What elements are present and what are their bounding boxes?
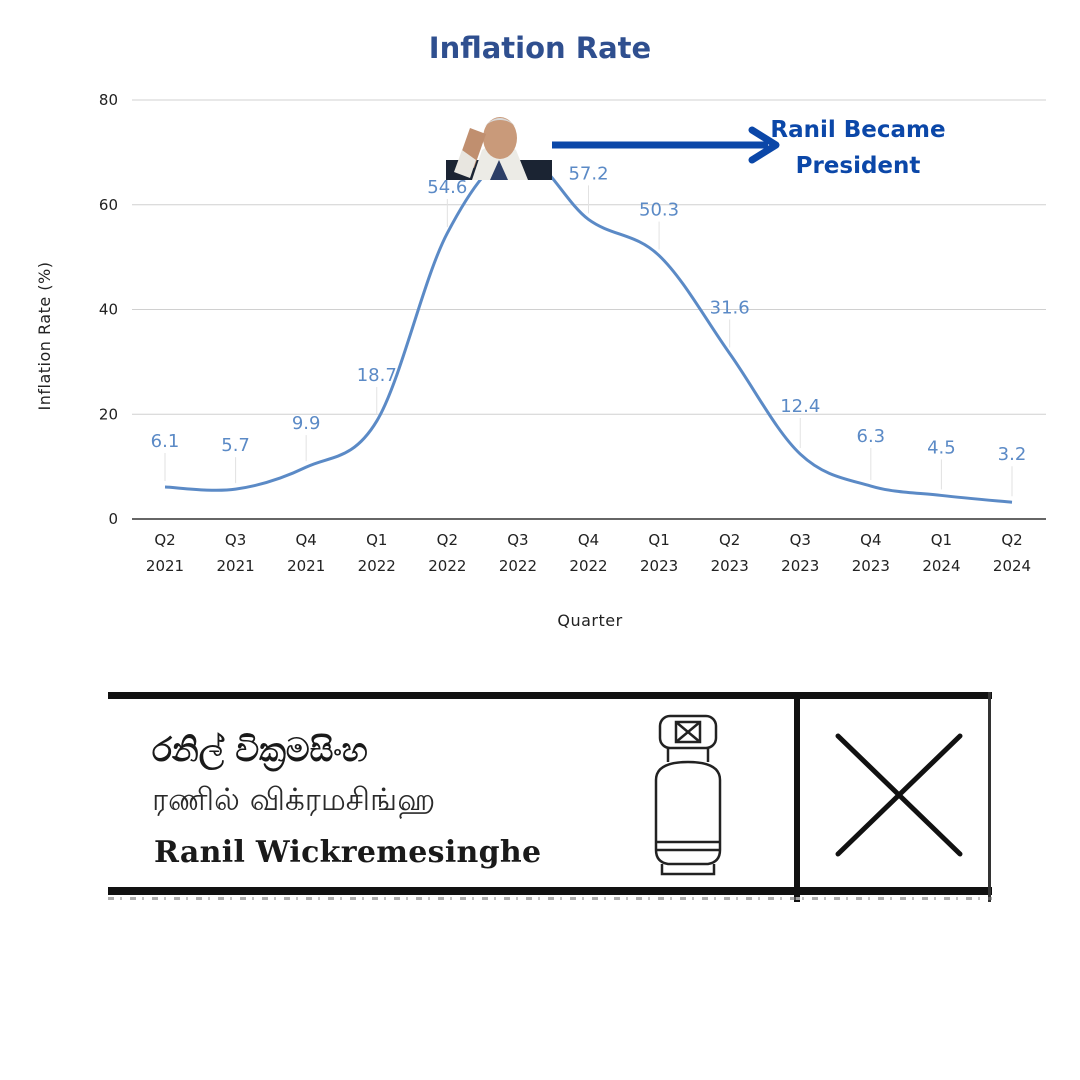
- x-tick-quarter: Q1: [366, 531, 387, 549]
- ballot-top-border: [108, 692, 992, 699]
- x-tick-year: 2022: [499, 557, 537, 575]
- data-label: 31.6: [710, 297, 750, 318]
- gas-cylinder-icon: [654, 714, 722, 876]
- x-tick-year: 2021: [287, 557, 325, 575]
- data-label: 6.1: [151, 431, 180, 452]
- x-tick-year: 2023: [781, 557, 819, 575]
- x-tick-quarter: Q1: [648, 531, 669, 549]
- data-label: 57.2: [568, 163, 608, 184]
- x-tick-year: 2022: [358, 557, 396, 575]
- data-label: 9.9: [292, 413, 321, 434]
- y-tick-label: 60: [99, 196, 118, 214]
- x-tick-quarter: Q3: [225, 531, 246, 549]
- x-tick-quarter: Q4: [295, 531, 316, 549]
- data-label: 18.7: [357, 365, 397, 386]
- y-tick-label: 40: [99, 301, 118, 319]
- data-label: 3.2: [998, 444, 1027, 465]
- data-label: 12.4: [780, 396, 820, 417]
- x-tick-year: 2024: [922, 557, 960, 575]
- x-tick-quarter: Q3: [790, 531, 811, 549]
- x-tick-year: 2023: [711, 557, 749, 575]
- y-axis-label: Inflation Rate (%): [35, 262, 54, 411]
- data-label: 50.3: [639, 200, 679, 221]
- x-axis-label: Quarter: [557, 611, 622, 630]
- x-tick-year: 2021: [146, 557, 184, 575]
- x-tick-year: 2024: [993, 557, 1031, 575]
- x-tick-quarter: Q4: [860, 531, 881, 549]
- data-label: 4.5: [927, 437, 956, 458]
- x-tick-quarter: Q2: [719, 531, 740, 549]
- data-label: 6.3: [857, 426, 886, 447]
- inflation-line: [164, 151, 1013, 504]
- x-tick-quarter: Q3: [507, 531, 528, 549]
- ballot-right-edge: [988, 692, 991, 902]
- y-tick-label: 80: [99, 91, 118, 109]
- x-tick-quarter: Q1: [931, 531, 952, 549]
- x-tick-quarter: Q2: [1001, 531, 1022, 549]
- x-tick-quarter: Q2: [154, 531, 175, 549]
- y-tick-label: 20: [99, 405, 118, 423]
- x-axis-ticks: Q2 2021 Q3 2021 Q4 2021 Q1 2022 Q2 2022 Q3 2022 Q4 20…: [146, 531, 1031, 575]
- x-tick-year: 2021: [216, 557, 254, 575]
- x-tick-year: 2023: [852, 557, 890, 575]
- candidate-name-sinhala: රනිල් වික්‍රමසිංහ: [152, 730, 368, 769]
- x-tick-quarter: Q2: [437, 531, 458, 549]
- ballot-divider: [794, 692, 800, 902]
- inflation-chart: Inflation Rate 0 20 40 60 80 Q2 2021 Q3 2021 Q4 2…: [35, 31, 1046, 630]
- y-tick-label: 0: [108, 510, 118, 528]
- data-labels: 6.1 5.7 9.9 18.7 54.6 57.2 50.3 31.6 12.4 6.3 4.5 3…: [151, 163, 1027, 497]
- x-tick-quarter: Q4: [578, 531, 599, 549]
- annotation-text-line-1: Ranil Became: [770, 117, 945, 143]
- ballot-paper-row: රනිල් වික්‍රමසිංහ ரணில் விக்ரமசிங்ஹ Rani…: [108, 692, 992, 908]
- y-axis-ticks: 0 20 40 60 80: [99, 91, 118, 528]
- candidate-name-english: Ranil Wickremesinghe: [154, 835, 542, 870]
- annotation-text-line-2: President: [796, 153, 921, 179]
- cross-mark-icon: [835, 733, 963, 857]
- ballot-bottom-border: [108, 887, 992, 895]
- president-saluting-photo: [446, 112, 552, 180]
- data-label: 54.6: [427, 177, 467, 198]
- data-label: 5.7: [221, 435, 250, 456]
- gridlines: [132, 99, 1046, 520]
- x-tick-year: 2022: [569, 557, 607, 575]
- candidate-name-tamil: ரணில் விக்ரமசிங்ஹ: [152, 782, 436, 818]
- annotation-arrow: [552, 126, 780, 164]
- chart-title: Inflation Rate: [429, 31, 651, 65]
- ballot-scan-noise: [108, 897, 992, 900]
- x-tick-year: 2023: [640, 557, 678, 575]
- x-tick-year: 2022: [428, 557, 466, 575]
